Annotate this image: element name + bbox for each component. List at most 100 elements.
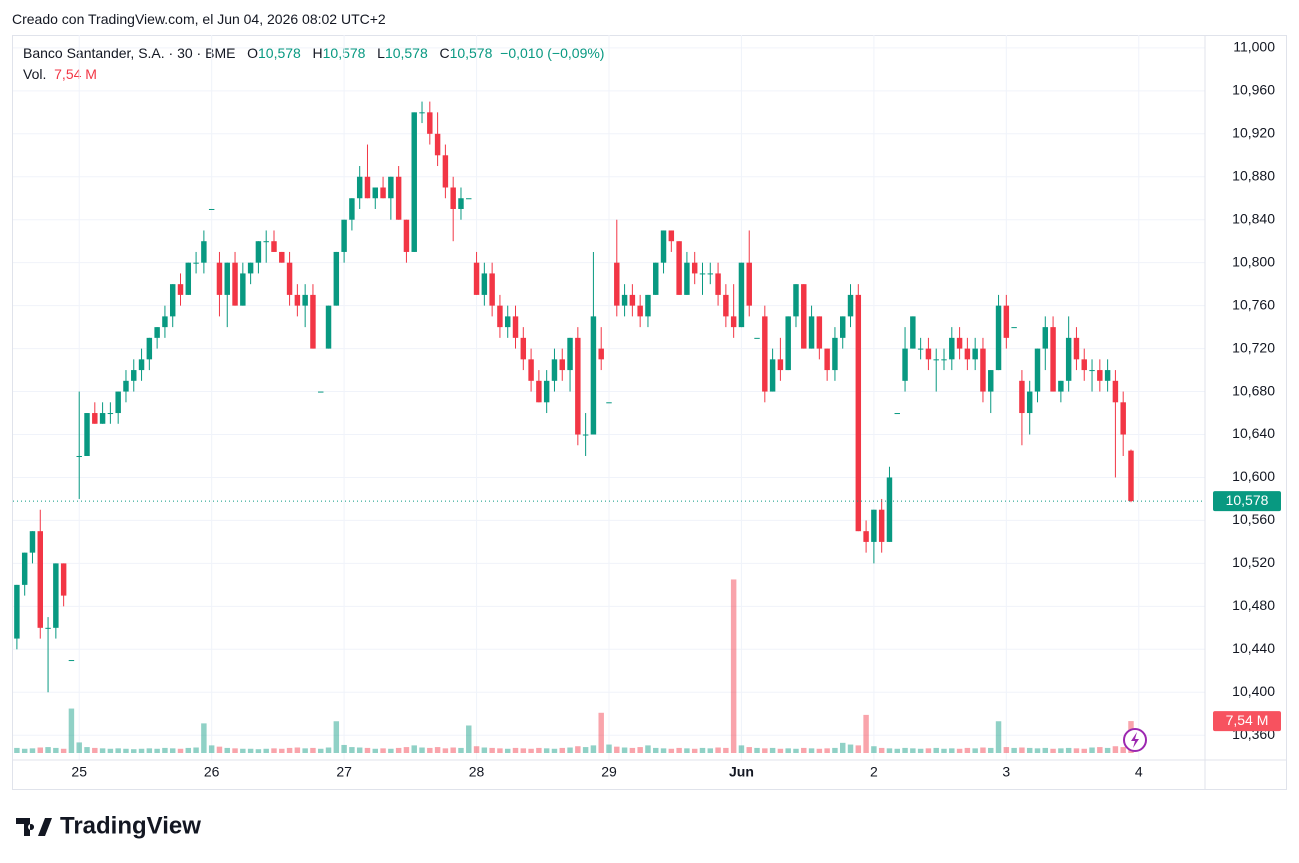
volume-bar	[660, 748, 667, 753]
candle-body	[520, 337, 527, 360]
candle-body	[1050, 327, 1056, 392]
candle-body	[1042, 327, 1049, 349]
volume-bar	[676, 747, 682, 753]
candle-body	[855, 294, 862, 532]
candle-body	[847, 294, 854, 317]
x-tick-label: Jun	[729, 764, 754, 780]
volume-bar	[224, 747, 230, 753]
volume-bar	[279, 748, 285, 753]
volume-bar	[185, 747, 192, 753]
x-tick-label: 26	[204, 764, 220, 780]
candle-body	[497, 305, 503, 328]
volume-bar	[232, 748, 238, 753]
candle-body	[575, 337, 581, 435]
candle-body	[910, 316, 916, 349]
x-tick-label: 27	[336, 764, 352, 780]
candle-body	[746, 262, 752, 306]
candle-body	[691, 262, 698, 274]
candle-body	[341, 219, 347, 252]
y-tick-label: 10,520	[1232, 554, 1275, 570]
volume-bar	[730, 579, 737, 753]
vol-legend: Vol. 7,54 M	[23, 66, 97, 82]
volume-bar	[1034, 748, 1041, 753]
volume-bar	[162, 747, 168, 753]
candle-body	[949, 337, 955, 360]
volume-bar	[723, 747, 729, 753]
candle-body	[1034, 348, 1041, 392]
y-tick-label: 10,960	[1232, 82, 1275, 98]
candle-body	[925, 348, 932, 360]
candle-body	[395, 176, 402, 220]
volume-bar	[193, 747, 199, 753]
volume-bar	[762, 748, 768, 753]
volume-bar	[606, 744, 612, 753]
volume-bar	[123, 748, 129, 753]
candle-body	[645, 294, 651, 317]
candle-body	[863, 531, 869, 542]
candle-body	[1081, 359, 1087, 371]
o-value: 10,578	[258, 45, 301, 61]
volume-bar	[201, 723, 207, 753]
last-price-badge	[1213, 491, 1281, 512]
volume-bar	[1073, 748, 1080, 753]
candle-body	[146, 337, 153, 360]
x-tick-label: 3	[1002, 764, 1010, 780]
candle-body	[403, 219, 410, 252]
candle-body	[567, 337, 573, 371]
candle-body	[871, 509, 877, 542]
candle-body	[551, 359, 558, 381]
volume-bar	[411, 745, 417, 753]
candle-body	[699, 273, 706, 275]
volume-bar	[1019, 747, 1025, 753]
volume-bar	[131, 749, 137, 753]
candle-body	[933, 359, 939, 361]
candle-body	[777, 359, 784, 371]
candle-body	[466, 198, 472, 200]
volume-bar	[528, 748, 534, 753]
volume-bar	[839, 742, 846, 753]
candle-body	[1019, 380, 1025, 414]
volume-bar	[988, 747, 994, 753]
legend-line: Banco Santander, S.A. · 30 · BME O10,578…	[23, 45, 604, 61]
candle-body	[380, 187, 386, 199]
volume-bar	[1065, 747, 1072, 753]
volume-bar	[489, 747, 495, 753]
candle-body	[606, 402, 612, 404]
candle-body	[1120, 402, 1126, 435]
candle-body	[325, 305, 332, 349]
candle-body	[995, 305, 1002, 371]
candle-body	[450, 187, 456, 209]
volume-bar	[1042, 747, 1049, 753]
candle-body	[824, 348, 830, 371]
volume-bar	[1050, 748, 1056, 753]
candle-body	[668, 230, 675, 242]
volume-bar	[68, 708, 75, 753]
candle-body	[738, 262, 745, 328]
volume-bar	[92, 747, 98, 753]
volume-bar	[941, 748, 947, 753]
volume-bar	[84, 747, 90, 753]
volume-bar	[427, 747, 433, 753]
volume-bar	[824, 748, 830, 753]
volume-bar	[169, 748, 176, 753]
volume-bar	[263, 748, 269, 753]
candle-body	[388, 176, 394, 199]
volume-bar	[614, 746, 620, 753]
candle-body	[427, 112, 433, 134]
candle-body	[224, 262, 230, 295]
y-tick-label: 11,000	[1233, 39, 1275, 55]
candle-body	[637, 305, 643, 317]
y-tick-label: 10,800	[1232, 253, 1275, 269]
volume-bar	[598, 712, 604, 753]
candle-body	[988, 370, 994, 392]
last-volume-badge	[1213, 711, 1281, 732]
candle-body	[941, 359, 947, 361]
volume-bar	[707, 748, 714, 753]
candle-body	[715, 273, 721, 295]
candle-body	[754, 337, 760, 339]
volume-bar	[45, 747, 51, 753]
candle-body	[684, 262, 690, 295]
candle-body	[1104, 370, 1111, 381]
x-tick-label: 25	[71, 764, 87, 780]
volume-bar	[699, 747, 706, 753]
